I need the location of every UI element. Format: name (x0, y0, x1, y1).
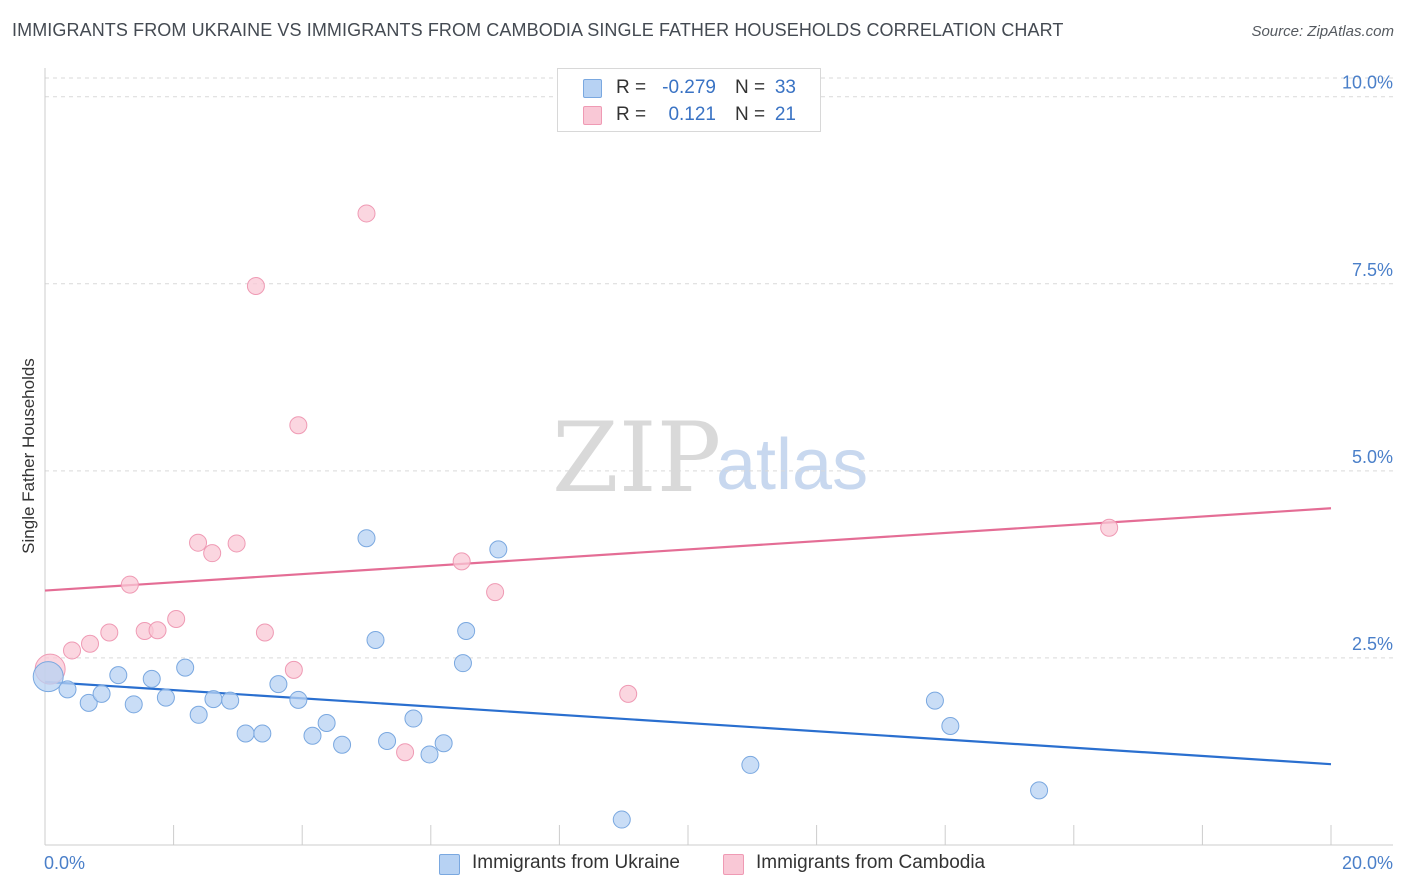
cambodia-point (486, 583, 505, 602)
cambodia-legend-swatch (723, 854, 744, 875)
cambodia-point (203, 544, 222, 563)
ukraine-point (453, 654, 472, 673)
ukraine-point (92, 684, 111, 703)
ukraine-point (253, 724, 272, 743)
ukraine-point (434, 734, 453, 753)
ukraine-point (289, 690, 308, 709)
cambodia-point (167, 610, 186, 629)
ukraine-point (612, 810, 631, 829)
cambodia-point (100, 623, 119, 642)
ukraine-point (489, 540, 508, 559)
ukraine-point (176, 658, 195, 677)
y-tick-label: 5.0% (1352, 447, 1393, 467)
ukraine-point (189, 705, 208, 724)
cambodia-point (63, 641, 82, 660)
ukraine-point (142, 669, 161, 688)
axes (44, 68, 1393, 846)
watermark-zip: ZIP (552, 402, 721, 514)
legend-n-value: 21 (774, 104, 796, 125)
ukraine-point (32, 661, 64, 693)
legend-r-label: R = (616, 77, 647, 98)
cambodia-point (120, 575, 139, 594)
y-axis-label: Single Father Households (19, 358, 38, 554)
y-tick-label: 10.0% (1342, 73, 1393, 93)
chart-title: IMMIGRANTS FROM UKRAINE VS IMMIGRANTS FR… (12, 20, 1064, 40)
data-points (32, 204, 1119, 829)
cambodia-point (284, 660, 303, 679)
cambodia-trend-line (44, 507, 1332, 592)
ukraine-legend-label: Immigrants from Ukraine (472, 852, 680, 873)
cambodia-point (619, 684, 638, 703)
ukraine-point (124, 695, 143, 714)
cambodia-point (148, 621, 167, 640)
ukraine-point (317, 714, 336, 733)
legend-n-label: N = (735, 77, 766, 98)
ukraine-point (204, 690, 223, 709)
ukraine-point (221, 691, 240, 710)
ukraine-point (357, 529, 376, 548)
x-tick-label-max: 20.0% (1342, 853, 1393, 873)
cambodia-point (396, 743, 415, 762)
y-tick-label: 2.5% (1352, 634, 1393, 654)
x-tick-label-min: 0.0% (44, 853, 85, 873)
ukraine-point (741, 755, 760, 774)
cambodia-point (255, 623, 274, 642)
ukraine-point (269, 675, 288, 694)
ukraine-point (156, 688, 175, 707)
ukraine-point (236, 724, 255, 743)
ukraine-point (366, 630, 385, 649)
correlation-legend: R = -0.279 N = 33 R = 0.121 N = 21 (557, 68, 821, 132)
trend-lines (44, 507, 1332, 766)
cambodia-point (189, 533, 208, 552)
ukraine-point (457, 621, 476, 640)
cambodia-point (246, 277, 265, 296)
legend-row-ukraine: R = -0.279 N = 33 (558, 75, 820, 101)
cambodia-point (452, 552, 471, 571)
ukraine-point (404, 709, 423, 728)
ukraine-point (1030, 781, 1049, 800)
legend-r-label: R = (616, 104, 647, 125)
cambodia-legend-label: Immigrants from Cambodia (756, 852, 986, 873)
source-credit: Source: ZipAtlas.com (1251, 23, 1394, 40)
ukraine-point (941, 717, 960, 736)
y-tick-label: 7.5% (1352, 260, 1393, 280)
cambodia-point (227, 534, 246, 553)
grid-lines (45, 77, 1393, 659)
cambodia-point (289, 416, 308, 435)
legend-n-label: N = (735, 104, 766, 125)
legend-row-cambodia: R = 0.121 N = 21 (558, 102, 820, 128)
ukraine-point (303, 726, 322, 745)
ukraine-point (109, 666, 128, 685)
ukraine-legend-swatch (439, 854, 460, 875)
legend-r-value: -0.279 (662, 77, 716, 98)
watermark-atlas: atlas (716, 425, 868, 505)
cambodia-point (1100, 518, 1119, 537)
ukraine-swatch (583, 79, 602, 98)
legend-n-value: 33 (774, 77, 796, 98)
ukraine-point (925, 691, 944, 710)
ukraine-point (420, 745, 439, 764)
ukraine-point (333, 735, 352, 754)
cambodia-point (357, 204, 376, 223)
tick-labels: 2.5% 5.0% 7.5% 10.0% 0.0% 20.0% (44, 73, 1393, 873)
cambodia-point (81, 634, 100, 653)
ukraine-point (79, 693, 98, 712)
ukraine-point (378, 731, 397, 750)
cambodia-swatch (583, 106, 602, 125)
ukraine-trend-line (44, 680, 1332, 766)
watermark: ZIP atlas (552, 402, 868, 514)
legend-r-value: 0.121 (668, 104, 716, 125)
ukraine-point (58, 680, 77, 699)
